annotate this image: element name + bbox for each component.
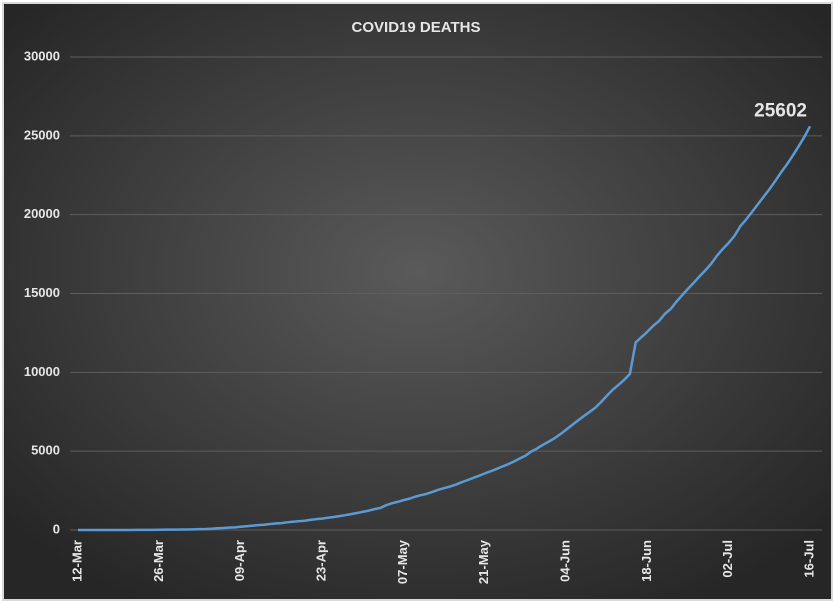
y-tick-label: 25000 xyxy=(24,127,60,142)
x-tick-label: 09-Apr xyxy=(232,540,247,581)
x-tick-label: 23-Apr xyxy=(313,540,328,581)
y-tick-label: 20000 xyxy=(24,206,60,221)
chart-title: COVID19 DEATHS xyxy=(352,19,481,36)
x-tick-label: 16-Jul xyxy=(801,540,816,578)
y-tick-label: 30000 xyxy=(24,48,60,63)
y-tick-label: 10000 xyxy=(24,364,60,379)
x-tick-label: 02-Jul xyxy=(720,540,735,578)
x-tick-label: 12-Mar xyxy=(69,540,84,582)
y-tick-label: 15000 xyxy=(24,285,60,300)
y-tick-label: 0 xyxy=(53,521,60,536)
x-tick-label: 07-May xyxy=(395,539,410,584)
x-tick-label: 18-Jun xyxy=(639,540,654,582)
x-tick-label: 04-Jun xyxy=(557,540,572,582)
y-tick-label: 5000 xyxy=(31,443,60,458)
x-tick-label: 26-Mar xyxy=(151,540,166,582)
x-tick-label: 21-May xyxy=(476,539,491,584)
data-line xyxy=(77,125,812,532)
data-label: 25602 xyxy=(754,100,807,121)
